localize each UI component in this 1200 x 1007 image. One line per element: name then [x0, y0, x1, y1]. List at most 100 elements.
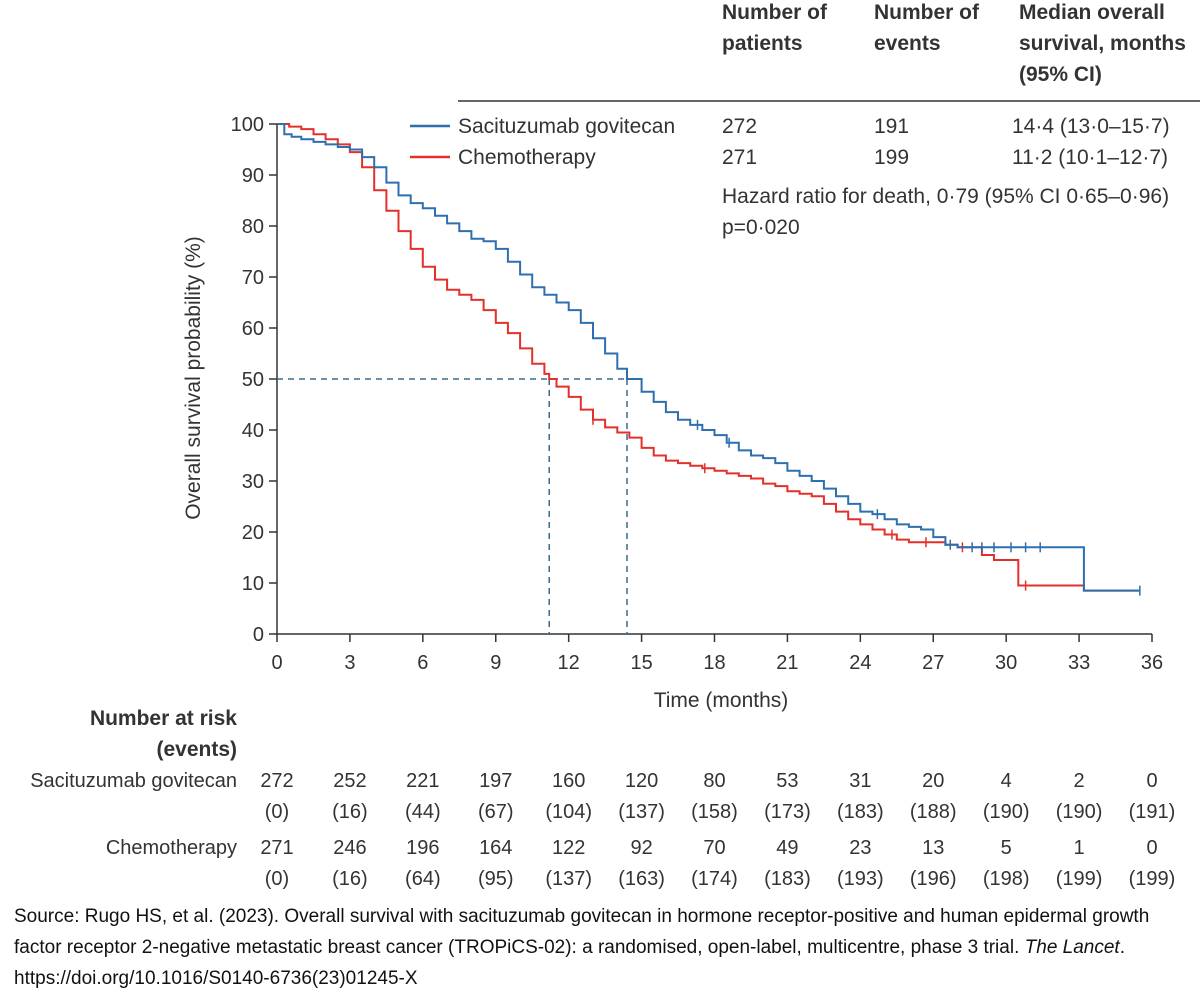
risk-at-risk-cell: 196: [406, 837, 439, 859]
risk-at-risk-cell: 92: [630, 837, 652, 859]
risk-row-label-sg: Sacituzumab govitecan: [30, 770, 237, 792]
source-journal: The Lancet: [1024, 937, 1120, 958]
x-tick-label: 3: [344, 652, 355, 674]
risk-at-risk-cell: 246: [333, 837, 366, 859]
risk-events-cell: (173): [764, 801, 811, 823]
chemo-events: 199: [874, 146, 909, 169]
y-tick-label: 30: [242, 471, 264, 493]
header-median-line2: survival, months: [1019, 32, 1186, 55]
x-tick-label: 0: [271, 652, 282, 674]
risk-events-cell: (137): [545, 868, 592, 890]
risk-events-cell: (44): [405, 801, 441, 823]
risk-events-cell: (196): [910, 868, 957, 890]
risk-at-risk-cell: 70: [703, 837, 725, 859]
risk-at-risk-cell: 2: [1074, 770, 1085, 792]
risk-at-risk-cell: 0: [1146, 837, 1157, 859]
x-tick-label: 21: [776, 652, 798, 674]
header-median-line3: (95% CI): [1019, 63, 1102, 86]
risk-table-title: Number at risk: [90, 707, 237, 730]
risk-at-risk-cell: 4: [1001, 770, 1012, 792]
risk-at-risk-cell: 80: [703, 770, 725, 792]
risk-at-risk-cell: 164: [479, 837, 512, 859]
risk-events-cell: (191): [1129, 801, 1176, 823]
y-tick-label: 100: [231, 114, 264, 136]
risk-at-risk-cell: 221: [406, 770, 439, 792]
x-tick-label: 33: [1068, 652, 1090, 674]
risk-events-cell: (199): [1056, 868, 1103, 890]
risk-at-risk-cell: 1: [1074, 837, 1085, 859]
risk-events-cell: (16): [332, 868, 368, 890]
risk-events-cell: (193): [837, 868, 884, 890]
header-events-line1: Number of: [874, 1, 980, 24]
x-tick-label: 6: [417, 652, 428, 674]
risk-at-risk-cell: 53: [776, 770, 798, 792]
risk-events-cell: (0): [265, 801, 289, 823]
risk-events-cell: (64): [405, 868, 441, 890]
header-events-line2: events: [874, 32, 941, 55]
header-median-line1: Median overall: [1019, 1, 1165, 24]
risk-at-risk-cell: 271: [260, 837, 293, 859]
risk-table-subtitle: (events): [156, 738, 237, 761]
x-tick-label: 36: [1141, 652, 1163, 674]
risk-at-risk-cell: 122: [552, 837, 585, 859]
risk-events-cell: (137): [618, 801, 665, 823]
source-text: Source: Rugo HS, et al. (2023). Overall …: [14, 906, 1150, 958]
y-axis-label: Overall survival probability (%): [182, 236, 205, 520]
survival-curves: [277, 123, 1141, 596]
risk-at-risk-cell: 120: [625, 770, 658, 792]
y-tick-label: 60: [242, 318, 264, 340]
risk-at-risk-cell: 23: [849, 837, 871, 859]
risk-events-cell: (198): [983, 868, 1030, 890]
risk-at-risk-cell: 49: [776, 837, 798, 859]
y-tick-label: 20: [242, 522, 264, 544]
risk-events-cell: (0): [265, 868, 289, 890]
risk-at-risk-cell: 252: [333, 770, 366, 792]
y-tick-label: 10: [242, 573, 264, 595]
chemo-patients: 271: [722, 146, 757, 169]
header-patients-line1: Number of: [722, 1, 828, 24]
y-tick-label: 70: [242, 267, 264, 289]
sg-patients: 272: [722, 115, 757, 138]
risk-events-cell: (158): [691, 801, 738, 823]
x-tick-label: 30: [995, 652, 1017, 674]
y-tick-label: 90: [242, 165, 264, 187]
source-citation: Source: Rugo HS, et al. (2023). Overall …: [14, 901, 1189, 994]
risk-events-cell: (163): [618, 868, 665, 890]
risk-events-cell: (199): [1129, 868, 1176, 890]
x-tick-label: 27: [922, 652, 944, 674]
risk-events-cell: (174): [691, 868, 738, 890]
risk-row-label-chemo: Chemotherapy: [106, 837, 237, 859]
y-tick-label: 80: [242, 216, 264, 238]
risk-at-risk-cell: 13: [922, 837, 944, 859]
chemo-curve: [277, 123, 1140, 592]
x-axis-label: Time (months): [654, 689, 789, 712]
sg-median: 14·4 (13·0–15·7): [1012, 115, 1170, 138]
risk-events-cell: (190): [1056, 801, 1103, 823]
risk-at-risk-cell: 197: [479, 770, 512, 792]
y-ticks: 0 10 20 30 40 50 60 70 80 90 100: [231, 114, 277, 646]
risk-events-cell: (190): [983, 801, 1030, 823]
source-doi: . https://doi.org/10.1016/S0140-6736(23)…: [14, 937, 1125, 989]
risk-events-cell: (95): [478, 868, 514, 890]
legend-label-chemo: Chemotherapy: [458, 146, 596, 169]
risk-events-cell: (104): [545, 801, 592, 823]
p-value-text: p=0·020: [722, 216, 800, 239]
risk-events-cell: (188): [910, 801, 957, 823]
risk-events-cell: (183): [764, 868, 811, 890]
y-tick-label: 0: [253, 624, 264, 646]
x-tick-label: 18: [703, 652, 725, 674]
risk-at-risk-cell: 272: [260, 770, 293, 792]
risk-at-risk-cell: 0: [1146, 770, 1157, 792]
x-tick-label: 9: [490, 652, 501, 674]
risk-at-risk-cell: 31: [849, 770, 871, 792]
km-chart: Number of patients Number of events Medi…: [30, 1, 1200, 890]
median-reference-lines: [277, 378, 628, 634]
sg-curve: [277, 123, 1140, 592]
x-tick-label: 12: [558, 652, 580, 674]
risk-table-cells: 272(0)252(16)221(44)197(67)160(104)120(1…: [260, 770, 1175, 890]
chemo-median: 11·2 (10·1–12·7): [1012, 146, 1168, 169]
risk-at-risk-cell: 20: [922, 770, 944, 792]
risk-events-cell: (67): [478, 801, 514, 823]
y-tick-label: 50: [242, 369, 264, 391]
x-tick-label: 15: [630, 652, 652, 674]
